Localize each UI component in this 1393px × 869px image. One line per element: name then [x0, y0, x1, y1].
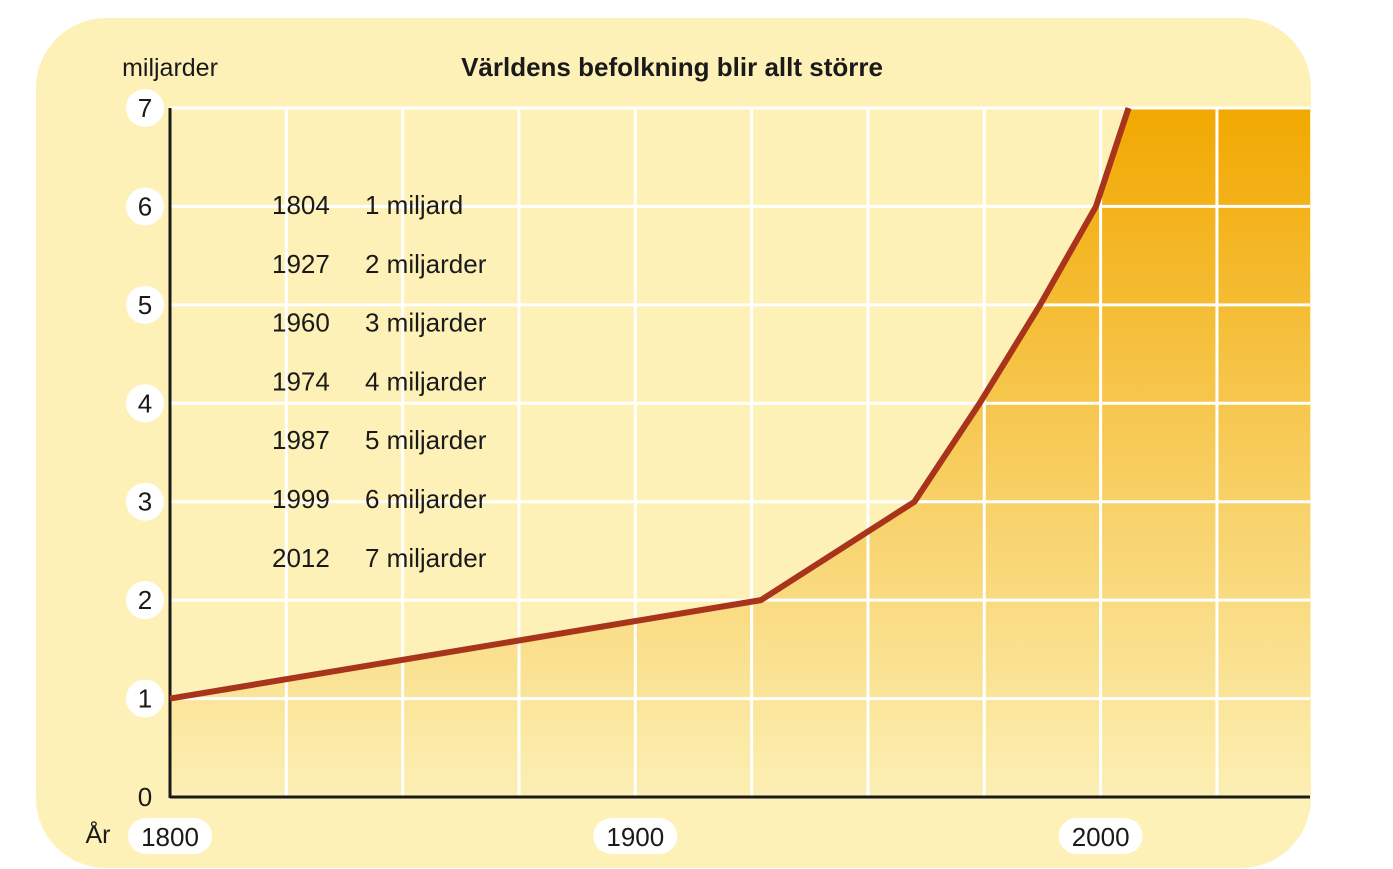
chart-title: Världens befolkning blir allt större	[461, 52, 883, 82]
x-tick-badge	[128, 818, 212, 854]
milestone-item: 1960 3 miljarder	[272, 308, 487, 338]
x-tick-label: 1800	[141, 822, 199, 852]
milestone-text: 7 miljarder	[365, 543, 487, 573]
y-tick: 6	[126, 187, 164, 226]
x-tick: 2000	[1058, 818, 1143, 854]
y-tick-badge	[126, 679, 164, 718]
milestone-year: 1987	[272, 425, 330, 455]
milestone-item: 1987 5 miljarder	[272, 425, 487, 455]
series-line	[169, 107, 1132, 702]
y-tick-label: 1	[138, 684, 152, 714]
x-tick-label: 1900	[606, 822, 664, 852]
y-tick-badge	[126, 285, 164, 324]
series-area	[170, 108, 1310, 797]
y-tick-badge	[126, 581, 164, 620]
milestone-text: 3 miljarder	[365, 308, 487, 338]
milestone-list: 1804 1 miljard 1927 2 miljarder 1960 3 miljar…	[272, 190, 487, 573]
milestone-text: 2 miljarder	[365, 249, 487, 279]
y-tick-label: 7	[138, 93, 152, 123]
y-tick: 7	[126, 89, 164, 127]
series-line-layer	[169, 107, 1132, 702]
y-tick: 1	[126, 679, 164, 718]
milestone-text: 6 miljarder	[365, 484, 487, 514]
y-axis-label: miljarder	[122, 54, 218, 82]
x-tick: 1900	[593, 818, 678, 854]
x-tick-labels: 1800 1900 2000	[128, 818, 1143, 854]
y-tick-label: 2	[138, 585, 152, 615]
milestone-item: 2012 7 miljarder	[272, 543, 487, 573]
milestone-item: 1999 6 miljarder	[272, 484, 487, 514]
area-fill-layer	[170, 108, 1310, 797]
milestone-text: 1 miljard	[365, 190, 463, 220]
y-tick-badge	[126, 89, 164, 127]
milestone-year: 1999	[272, 484, 330, 514]
y-tick: 0	[138, 782, 152, 812]
y-tick: 3	[126, 482, 164, 521]
y-tick: 5	[126, 285, 164, 324]
milestone-year: 1927	[272, 249, 330, 279]
milestone-year: 1974	[272, 366, 330, 396]
y-tick-label: 3	[138, 487, 152, 517]
y-tick: 4	[126, 384, 164, 423]
axis-layer	[168, 108, 1310, 799]
milestone-item: 1974 4 miljarder	[272, 366, 487, 396]
x-tick: 1800	[128, 818, 212, 854]
milestone-text: 4 miljarder	[365, 366, 487, 396]
x-axis-label: År	[86, 819, 111, 849]
y-tick-labels: 0 1 2 3 4 5 6 7	[126, 89, 164, 812]
y-tick-label: 5	[138, 290, 152, 320]
y-tick-label: 0	[138, 782, 152, 812]
milestone-item: 1927 2 miljarder	[272, 249, 487, 279]
milestone-text: 5 miljarder	[365, 425, 487, 455]
y-tick-badge	[126, 384, 164, 423]
milestone-year: 2012	[272, 543, 330, 573]
grid-layer	[170, 106, 1310, 797]
y-tick-label: 4	[138, 388, 152, 418]
y-tick-badge	[126, 482, 164, 521]
milestone-year: 1960	[272, 308, 330, 338]
x-tick-label: 2000	[1072, 822, 1130, 852]
y-tick-label: 6	[138, 191, 152, 221]
milestone-item: 1804 1 miljard	[272, 190, 463, 220]
x-tick-badge	[1058, 818, 1143, 854]
y-tick-badge	[126, 187, 164, 226]
y-tick: 2	[126, 581, 164, 620]
milestone-year: 1804	[272, 190, 330, 220]
x-tick-badge	[593, 818, 678, 854]
